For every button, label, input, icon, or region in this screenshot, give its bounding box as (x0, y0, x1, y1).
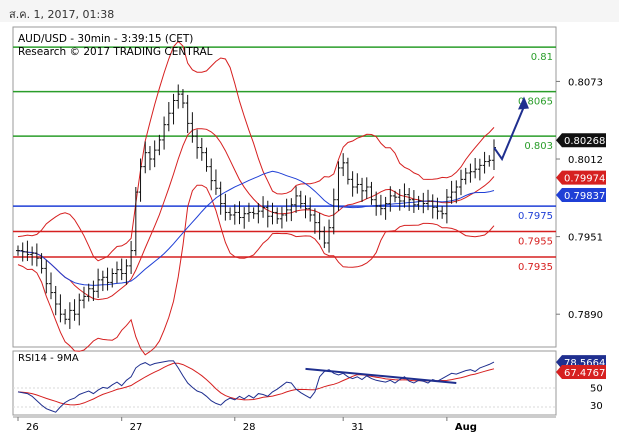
title-bar: ส.ค. 1, 2017, 01:38 (0, 0, 619, 22)
rsi-tick-label-0: 50 (590, 383, 603, 394)
forecast-arrow-head (518, 96, 529, 110)
y-tick-label-1: 0.8012 (568, 155, 603, 166)
moving-average (17, 170, 495, 286)
y-tick-label-2: 0.7951 (568, 233, 603, 244)
rsi-tick-label-1: 30 (590, 401, 603, 412)
bollinger-lower (17, 184, 495, 356)
rsi-title: RSI14 - 9MA (18, 353, 79, 364)
price-panel (12, 26, 557, 348)
level-lines: 0.81 0.8065 0.803 0.7975 0.7955 0.7935 (13, 46, 556, 273)
timestamp-label: ส.ค. 1, 2017, 01:38 (9, 8, 115, 21)
rsi-panel (12, 350, 557, 416)
y-tick-label-0: 0.8073 (568, 77, 603, 88)
x-tick-label-0: 26 (26, 422, 39, 433)
x-tick-label-4: Aug (455, 422, 477, 433)
rsi-trend-line (305, 367, 457, 384)
rsi-line (17, 360, 495, 413)
forecast-arrow-line (493, 106, 525, 162)
level-label-4: 0.7955 (518, 237, 553, 248)
level-label-5: 0.7935 (518, 262, 553, 273)
price-badge-label-0: 0.80268 (564, 136, 605, 147)
x-tick-label-1: 27 (130, 422, 143, 433)
rsi-ma-line (17, 362, 495, 406)
price-badge-label-2: 0.79837 (564, 191, 605, 202)
price-bars (16, 84, 496, 329)
level-label-1: 0.8065 (518, 97, 553, 108)
price-badge-1 (556, 170, 606, 185)
rsi-badge-1 (556, 364, 606, 379)
x-tick-label-2: 28 (243, 422, 256, 433)
level-label-3: 0.7975 (518, 211, 553, 222)
x-tick-label-3: 31 (351, 422, 364, 433)
level-label-2: 0.803 (524, 141, 553, 152)
y-tick-label-3: 0.7890 (568, 310, 603, 321)
chart-title: AUD/USD - 30min - 3:39:15 (CET) (18, 33, 193, 45)
rsi-lines (17, 360, 495, 413)
bollinger-upper (17, 40, 495, 262)
price-badge-label-1: 0.79974 (564, 174, 605, 185)
overlays (493, 96, 529, 162)
price-badge-0 (556, 133, 606, 148)
bollinger-bands (17, 40, 495, 356)
axis-labels: 0.8073 0.8012 0.7951 0.7890 50 30 0.80268 0.799… (17, 77, 606, 433)
level-label-0: 0.81 (531, 52, 553, 63)
bollinger-middle (17, 128, 495, 301)
chart-subtitle: Research © 2017 TRADING CENTRAL (18, 46, 213, 58)
price-badge-2 (556, 188, 606, 203)
rsi-badge-label-0: 78.5664 (564, 358, 605, 369)
rsi-badge-label-1: 67.4767 (564, 368, 605, 379)
